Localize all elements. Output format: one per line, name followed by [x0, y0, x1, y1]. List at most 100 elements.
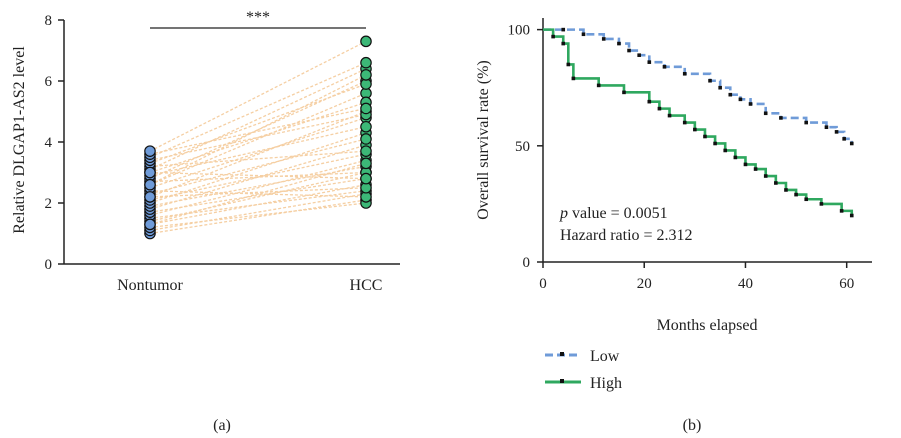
- censor-mark: [743, 162, 748, 167]
- censor-mark: [763, 174, 768, 178]
- y-axis-label: Overall survival rate (%): [475, 60, 492, 219]
- legend-marker-high: [560, 379, 564, 383]
- censor-mark: [784, 188, 788, 192]
- censor-mark: [713, 141, 717, 146]
- paired-line: [149, 199, 367, 235]
- significance-label: ***: [246, 9, 270, 26]
- paired-line: [149, 193, 367, 232]
- censor-mark: [637, 53, 641, 57]
- censor-mark: [571, 76, 576, 81]
- p-value-annotation: p value = 0.0051: [559, 205, 668, 222]
- hcc-point: [360, 133, 372, 145]
- legend-label-low: Low: [590, 348, 620, 365]
- y-tick-label: 2: [45, 196, 53, 212]
- censor-mark: [763, 111, 768, 116]
- paired-line: [149, 40, 367, 152]
- censor-mark: [733, 155, 738, 160]
- censor-mark: [738, 97, 743, 102]
- y-tick-label: 6: [45, 74, 53, 90]
- y-tick-label: 50: [515, 139, 530, 155]
- censor-mark: [842, 137, 846, 141]
- nontumor-point: [144, 178, 156, 191]
- censor-mark: [622, 90, 626, 95]
- censor-mark: [834, 130, 839, 134]
- paired-line: [149, 110, 367, 198]
- censor-mark: [627, 48, 631, 53]
- x-category-nontumor: Nontumor: [117, 277, 183, 294]
- hcc-point: [360, 69, 372, 81]
- hcc-point: [360, 157, 372, 170]
- x-tick-label: 20: [637, 276, 652, 292]
- panel-label-a: (a): [213, 417, 231, 434]
- paired-line: [149, 165, 367, 207]
- x-ticks: 0 20 40 60: [539, 262, 854, 292]
- x-tick-label: 40: [738, 276, 753, 292]
- paired-line: [149, 92, 367, 186]
- paired-line: [149, 74, 367, 186]
- censor-mark: [682, 71, 687, 76]
- censor-mark: [779, 116, 783, 120]
- censor-mark: [819, 202, 824, 206]
- nontumor-point: [144, 145, 156, 157]
- paired-line: [149, 177, 367, 213]
- hcc-point: [360, 102, 372, 115]
- y-tick-label: 8: [45, 13, 53, 29]
- nontumor-point: [144, 166, 156, 179]
- paired-line: [149, 116, 367, 189]
- censor-mark: [561, 41, 566, 46]
- censor-mark: [617, 41, 621, 46]
- censor-mark: [804, 197, 808, 202]
- panel-label-b: (b): [683, 417, 702, 434]
- y-ticks: 0 2 4 6 8: [45, 13, 64, 273]
- censor-mark: [718, 85, 722, 90]
- p-symbol: p: [559, 205, 568, 222]
- censor-mark: [703, 134, 707, 139]
- censor-mark: [662, 65, 667, 69]
- paired-line: [149, 83, 367, 164]
- censor-mark: [839, 209, 844, 213]
- survival-curves: [543, 27, 854, 218]
- panel-b: 0 50 100 0 20 40 60 Overall survival rate (%)…: [475, 18, 872, 434]
- panel-a: 0 2 4 6 8 *** Nontumor HCC Relative DLGAP1-A…: [11, 9, 400, 434]
- paired-line: [149, 107, 367, 155]
- hcc-point: [360, 35, 372, 48]
- paired-line: [149, 126, 367, 177]
- paired-line: [149, 202, 367, 229]
- data-points-group: [144, 35, 372, 240]
- legend: Low High: [545, 348, 622, 392]
- nontumor-point: [144, 191, 156, 203]
- paired-line: [149, 171, 367, 180]
- paired-lines-group: [149, 40, 367, 235]
- x-tick-label: 60: [839, 276, 854, 292]
- hazard-ratio-annotation: Hazard ratio = 2.312: [560, 227, 693, 244]
- censor-mark: [566, 62, 571, 67]
- censor-mark: [753, 167, 758, 171]
- series-line-low: [543, 28, 854, 144]
- paired-line: [149, 150, 367, 168]
- y-tick-label: 0: [45, 257, 53, 273]
- p-value-text: value = 0.0051: [568, 205, 668, 222]
- paired-line: [149, 162, 367, 225]
- censor-mark: [581, 32, 586, 37]
- censor-mark: [849, 213, 854, 218]
- x-category-hcc: HCC: [350, 277, 383, 294]
- censor-mark: [667, 113, 672, 118]
- censor-mark: [601, 37, 606, 41]
- censor-mark: [774, 181, 778, 185]
- hcc-point: [360, 120, 372, 133]
- legend-label-high: High: [590, 375, 622, 392]
- censor-mark: [693, 127, 697, 132]
- hcc-point: [360, 56, 372, 69]
- paired-line: [149, 113, 367, 161]
- y-tick-label: 0: [523, 255, 531, 271]
- nontumor-point: [144, 218, 156, 231]
- paired-line: [149, 187, 367, 198]
- censor-mark: [561, 27, 566, 32]
- censor-mark: [794, 192, 798, 197]
- paired-line: [149, 153, 367, 201]
- paired-line: [149, 101, 367, 174]
- censor-mark: [728, 92, 733, 97]
- censor-mark: [682, 120, 687, 125]
- censor-mark: [824, 125, 829, 130]
